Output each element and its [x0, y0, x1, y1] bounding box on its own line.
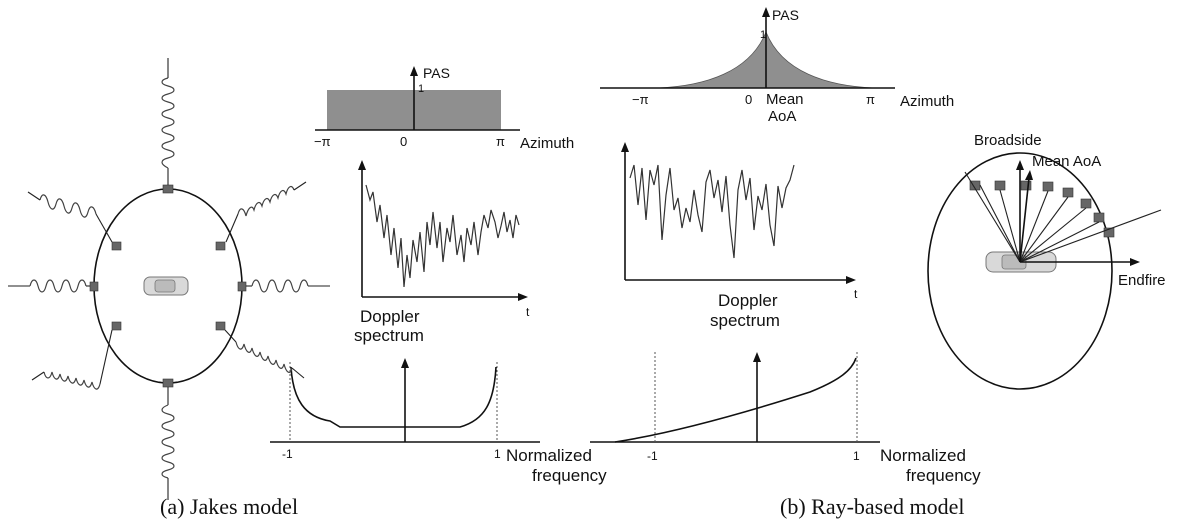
- ray-pas-arrowhead: [762, 7, 770, 17]
- jakes-freq-label-line1: Normalized: [506, 446, 592, 465]
- ray-signal-y-arrowhead: [621, 142, 629, 152]
- jakes-scatterer-upper-right: [215, 241, 226, 251]
- ray-antenna-6: [1080, 198, 1092, 209]
- jakes-freq-tick-plus1: 1: [494, 447, 501, 461]
- ray-mean-aoa-arrow: [1019, 177, 1030, 263]
- jakes-scatterer-lower-left: [111, 321, 122, 331]
- ray-pas-tick-pi: π: [866, 92, 875, 107]
- ray-mean-aoa-label: Mean AoA: [1032, 153, 1101, 170]
- jakes-scatterer-top: [162, 184, 174, 194]
- ray-signal-x-arrowhead: [846, 276, 856, 284]
- ray-ellipse: [927, 152, 1113, 390]
- jakes-wave-right: [246, 279, 330, 293]
- jakes-pas-tick-zero: 0: [400, 134, 407, 149]
- jakes-wave-upper-right: [225, 181, 307, 243]
- ray-model-panel: PAS 1 −π 0 Mean AoA π Azimuth t Doppler …: [590, 7, 1166, 519]
- jakes-scatterer-right: [237, 281, 247, 292]
- jakes-pas-plot: PAS 1 −π 0 π Azimuth: [314, 65, 574, 152]
- jakes-spectrum-center-arrowhead: [401, 358, 409, 368]
- jakes-vehicle-icon: [143, 276, 189, 296]
- ray-antenna-7: [1093, 212, 1105, 223]
- jakes-pas-azimuth-label: Azimuth: [520, 135, 574, 152]
- jakes-pas-label: PAS: [423, 65, 450, 81]
- jakes-scatterer-upper-left: [111, 241, 122, 251]
- ray-lines: [964, 171, 1162, 263]
- ray-pas-tick-minus-pi: −π: [632, 92, 649, 107]
- jakes-doppler-label-line1: Doppler: [360, 307, 420, 326]
- ray-antenna-5: [1062, 187, 1074, 198]
- ray-freq-label-line1: Normalized: [880, 446, 966, 465]
- ray-pas-label: PAS: [772, 7, 799, 23]
- ray-broadside-arrowhead: [1016, 160, 1024, 170]
- jakes-caption: (a) Jakes model: [160, 494, 298, 519]
- ray-pas-peak-label: 1: [760, 29, 766, 41]
- ray-antenna-8: [1103, 227, 1115, 238]
- ray-endfire-arrowhead: [1130, 258, 1140, 266]
- jakes-pas-arrowhead: [410, 66, 418, 76]
- ray-freq-label-line2: frequency: [906, 466, 981, 485]
- ray-doppler-label-line2: spectrum: [710, 311, 780, 330]
- ray-pas-azimuth-label: Azimuth: [900, 93, 954, 110]
- jakes-pas-tick-pi: π: [496, 134, 505, 149]
- ray-endfire-label: Endfire: [1118, 272, 1166, 289]
- jakes-pas-peak-label: 1: [418, 83, 424, 95]
- jakes-time-label: t: [526, 305, 530, 319]
- jakes-wave-bottom: [161, 387, 175, 500]
- ray-asymmetric-spectrum: [614, 357, 857, 443]
- jakes-wave-lower-right: [224, 329, 305, 379]
- jakes-scatterer-left: [89, 281, 99, 292]
- ray-pas-mean-aoa-line1: Mean: [766, 91, 804, 108]
- ray-pas-tick-zero: 0: [745, 92, 752, 107]
- jakes-wave-lower-left: [31, 329, 113, 390]
- jakes-freq-label-line2: frequency: [532, 466, 607, 485]
- ray-antenna-3: [1020, 180, 1032, 191]
- ray-doppler-spectrum-plot: -1 1 Normalized frequency: [590, 352, 981, 485]
- jakes-freq-tick-minus1: -1: [282, 447, 293, 461]
- jakes-pas-tick-minus-pi: −π: [314, 134, 331, 149]
- ray-antenna-4: [1042, 181, 1054, 192]
- jakes-signal-y-arrowhead: [358, 160, 366, 170]
- jakes-doppler-label-line2: spectrum: [354, 326, 424, 345]
- ray-freq-tick-plus1: 1: [853, 449, 860, 463]
- jakes-fading-signal: [365, 184, 520, 288]
- jakes-model-panel: PAS 1 −π 0 π Azimuth t Doppler spectrum: [8, 58, 607, 519]
- jakes-doppler-signal-plot: t Doppler spectrum: [354, 160, 530, 345]
- ray-broadside-label: Broadside: [974, 132, 1042, 149]
- jakes-signal-x-arrowhead: [518, 293, 528, 301]
- ray-freq-tick-minus1: -1: [647, 449, 658, 463]
- ray-mean-aoa-arrowhead: [1025, 170, 1033, 180]
- ray-doppler-signal-plot: t Doppler spectrum: [621, 142, 858, 330]
- jakes-u-shaped-spectrum: [290, 366, 497, 428]
- jakes-wave-upper-left: [27, 191, 113, 243]
- jakes-wave-left: [8, 279, 90, 293]
- ray-antenna-2: [994, 180, 1006, 191]
- ray-pas-plot: PAS 1 −π 0 Mean AoA π Azimuth: [600, 7, 954, 125]
- ray-doppler-label-line1: Doppler: [718, 291, 778, 310]
- jakes-scatterer-ring: [8, 58, 330, 500]
- jakes-scatterer-bottom: [162, 378, 174, 388]
- ray-time-label: t: [854, 287, 858, 301]
- ray-array-geometry: Broadside Mean AoA Endfire: [927, 132, 1166, 390]
- ray-spectrum-center-arrowhead: [753, 352, 761, 362]
- jakes-scatterer-lower-right: [215, 321, 226, 331]
- ray-caption: (b) Ray-based model: [780, 494, 965, 519]
- ray-fading-signal: [629, 164, 795, 259]
- ray-pas-mean-aoa-line2: AoA: [768, 108, 796, 125]
- jakes-doppler-spectrum-plot: -1 1 Normalized frequency: [270, 358, 607, 485]
- jakes-wave-top: [161, 58, 175, 185]
